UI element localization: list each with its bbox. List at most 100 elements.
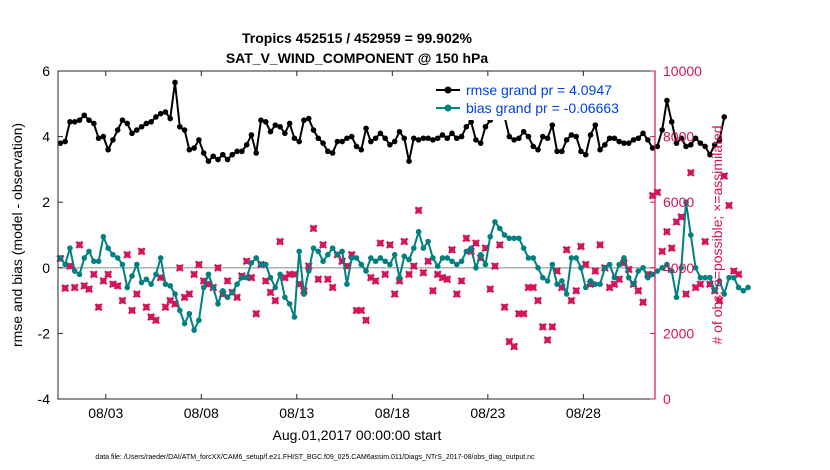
bias-point bbox=[664, 261, 670, 268]
obs-count-point bbox=[113, 281, 122, 290]
bias-point bbox=[668, 268, 675, 274]
bias-point bbox=[129, 273, 135, 279]
rmse-point bbox=[659, 127, 665, 133]
bias-point bbox=[458, 258, 465, 265]
obs-o-marker bbox=[687, 169, 694, 176]
bias-point bbox=[659, 265, 665, 271]
rmse-point bbox=[76, 117, 83, 123]
bias-point bbox=[153, 271, 159, 278]
obs-o-marker bbox=[448, 246, 456, 253]
bias-point bbox=[239, 274, 245, 281]
obs-o-marker bbox=[668, 245, 675, 252]
bias-point bbox=[172, 291, 178, 297]
obs-count-point bbox=[233, 293, 242, 302]
bias-point bbox=[71, 268, 78, 274]
obs-count-point bbox=[185, 290, 194, 299]
rmse-point bbox=[625, 140, 632, 146]
rmse-point bbox=[239, 148, 245, 155]
obs-o-marker bbox=[90, 271, 97, 278]
obs-o-marker bbox=[458, 277, 465, 285]
obs-count-point bbox=[156, 273, 165, 282]
obs-count-point bbox=[319, 240, 328, 249]
bias-point bbox=[592, 281, 599, 288]
obs-count-point bbox=[529, 283, 538, 292]
rmse-point bbox=[344, 135, 350, 142]
obs-o-marker bbox=[491, 263, 499, 270]
bias-point bbox=[678, 265, 685, 271]
data-file-footer: data file: /Users/raeder/DAI/ATM_forcXX/… bbox=[95, 454, 535, 461]
rmse-point bbox=[286, 120, 293, 127]
rmse-point bbox=[630, 137, 637, 143]
rmse-point bbox=[262, 119, 269, 125]
obs-count-point bbox=[99, 276, 108, 285]
obs-count-point bbox=[390, 290, 399, 299]
rmse-point bbox=[339, 138, 345, 145]
obs-o-marker bbox=[143, 304, 150, 311]
rmse-point bbox=[124, 120, 131, 127]
obs-o-marker bbox=[391, 290, 398, 298]
rmse-point bbox=[67, 119, 73, 125]
bias-point bbox=[148, 281, 154, 288]
bias-point bbox=[248, 260, 255, 266]
obs-count-point bbox=[448, 245, 456, 254]
rmse-point bbox=[411, 135, 417, 142]
rmse-point bbox=[616, 138, 622, 145]
rmse-point bbox=[391, 138, 398, 145]
bias-point bbox=[487, 233, 494, 240]
rmse-point bbox=[458, 133, 465, 140]
obs-o-marker bbox=[324, 276, 331, 283]
rmse-point bbox=[57, 140, 64, 146]
obs-count-point bbox=[362, 316, 371, 325]
obs-count-point bbox=[734, 270, 743, 279]
rmse-point bbox=[544, 135, 551, 142]
bias-point bbox=[200, 284, 207, 291]
obs-o-marker bbox=[472, 240, 480, 247]
obs-count-point bbox=[223, 276, 232, 285]
rmse-point bbox=[444, 135, 451, 142]
rmse-point bbox=[707, 151, 713, 158]
bias-point bbox=[525, 255, 532, 261]
obs-o-marker bbox=[539, 323, 546, 330]
obs-o-marker bbox=[501, 304, 508, 311]
obs-o-marker bbox=[577, 243, 585, 250]
bias-point bbox=[296, 248, 302, 255]
bias-point bbox=[506, 235, 513, 242]
rmse-point bbox=[549, 122, 556, 128]
obs-o-marker bbox=[496, 241, 503, 248]
bias-point bbox=[329, 245, 336, 251]
obs-o-marker bbox=[673, 218, 680, 225]
rmse-point bbox=[100, 133, 107, 140]
rmse-point bbox=[143, 120, 150, 127]
bias-point bbox=[138, 279, 145, 286]
obs-count-point bbox=[720, 171, 729, 180]
bias-point bbox=[721, 291, 728, 297]
rmse-point bbox=[243, 142, 250, 148]
obs-count-point bbox=[725, 201, 734, 210]
rmse-point bbox=[382, 135, 388, 142]
obs-o-marker bbox=[124, 251, 131, 258]
bias-point bbox=[516, 235, 522, 242]
bias-point bbox=[234, 281, 240, 288]
bias-point bbox=[501, 232, 508, 238]
x-tick-label: 08/13 bbox=[279, 405, 314, 421]
bias-point bbox=[272, 284, 279, 291]
rmse-point bbox=[329, 150, 336, 156]
obs-o-marker bbox=[152, 317, 160, 324]
rmse-point bbox=[525, 133, 532, 140]
obs-o-marker bbox=[725, 202, 733, 209]
obs-count-point bbox=[104, 270, 113, 279]
bias-point bbox=[301, 291, 307, 297]
x-tick-label: 08/03 bbox=[88, 405, 123, 421]
rmse-point bbox=[229, 151, 236, 158]
rmse-point bbox=[482, 123, 489, 130]
rmse-point bbox=[219, 151, 226, 158]
bias-point bbox=[573, 255, 579, 261]
obs-count-point bbox=[70, 283, 79, 292]
obs-o-marker bbox=[310, 225, 317, 232]
obs-count-point bbox=[495, 240, 504, 249]
bias-point bbox=[453, 261, 460, 268]
x-tick-label: 08/28 bbox=[566, 405, 601, 421]
bias-point bbox=[162, 281, 169, 288]
rmse-point bbox=[301, 117, 307, 123]
right-tick-label: 4000 bbox=[663, 260, 694, 276]
